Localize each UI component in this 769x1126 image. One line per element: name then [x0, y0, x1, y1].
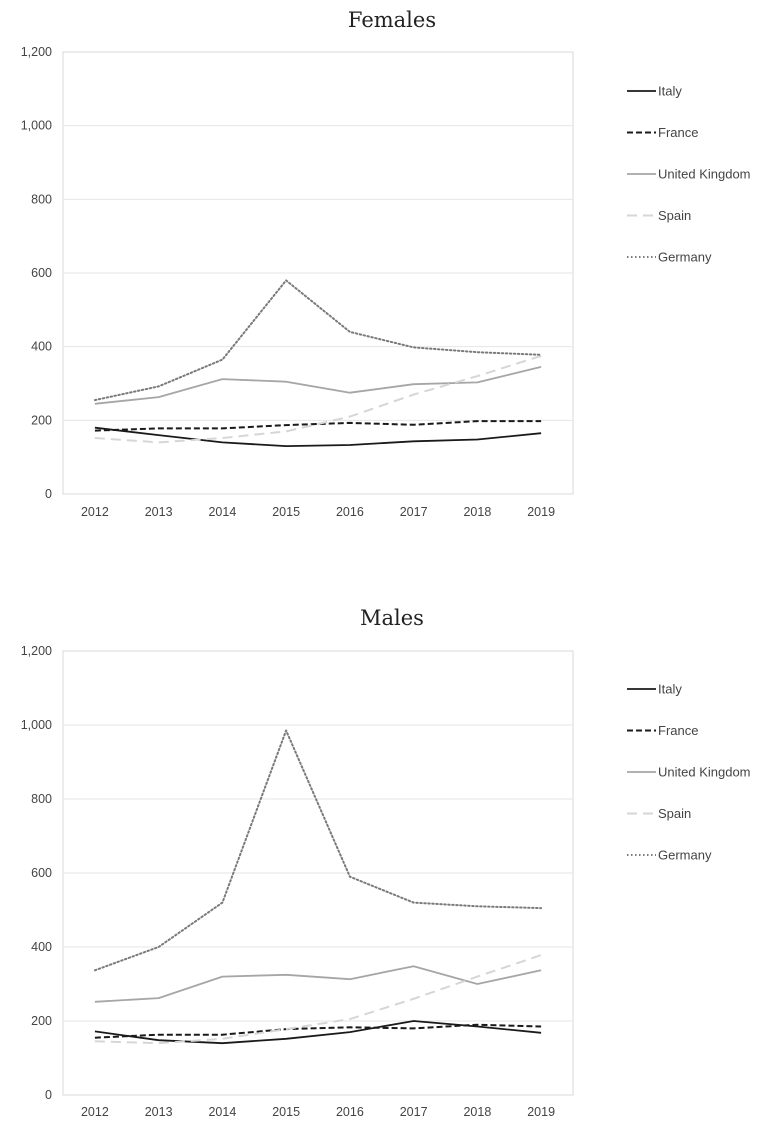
- legend-label: Germany: [658, 250, 712, 265]
- x-tick-label: 2013: [145, 1105, 173, 1119]
- x-tick-label: 2014: [208, 1105, 236, 1119]
- legend-label: France: [658, 125, 698, 140]
- chart-title-females: Females: [348, 8, 436, 32]
- series-line-spain: [94, 954, 542, 1045]
- series-line-united-kingdom: [94, 366, 542, 405]
- y-tick-label: 400: [31, 340, 52, 354]
- series-line-italy: [94, 426, 542, 448]
- series-line-france: [94, 1023, 542, 1039]
- x-tick-label: 2017: [400, 505, 428, 519]
- females-chart: Females 0 200 400 600 800 1,000 1,200 2012 2013 2…: [21, 8, 751, 519]
- x-tick-label: 2016: [336, 1105, 364, 1119]
- series-line-germany: [93, 279, 543, 402]
- y-tick-label: 1,200: [21, 45, 52, 59]
- males-chart: Males 0 200 400 600 800 1,000 1,200 2012 2013 201…: [21, 606, 751, 1119]
- legend-label: Italy: [658, 682, 682, 697]
- x-tick-label: 2015: [272, 1105, 300, 1119]
- legend-label: Spain: [658, 208, 691, 223]
- y-tick-label: 800: [31, 192, 52, 206]
- chart-title-males: Males: [360, 606, 424, 630]
- x-tick-label: 2014: [208, 505, 236, 519]
- x-tick-label: 2018: [463, 1105, 491, 1119]
- x-tick-label: 2015: [272, 505, 300, 519]
- legend-label: Spain: [658, 806, 691, 821]
- x-tick-label: 2019: [527, 1105, 555, 1119]
- y-tick-label: 800: [31, 792, 52, 806]
- y-tick-label: 600: [31, 866, 52, 880]
- x-tick-label: 2019: [527, 505, 555, 519]
- series-line-united-kingdom: [94, 965, 542, 1003]
- legend-label: Germany: [658, 848, 712, 863]
- y-tick-label: 0: [45, 1088, 52, 1102]
- legend-label: United Kingdom: [658, 167, 751, 182]
- series-line-france: [94, 420, 542, 432]
- legend-label: United Kingdom: [658, 765, 751, 780]
- legend-label: Italy: [658, 84, 682, 99]
- x-tick-label: 2012: [81, 505, 109, 519]
- y-tick-label: 600: [31, 266, 52, 280]
- legend-label: France: [658, 723, 698, 738]
- series-line-germany: [93, 729, 543, 972]
- y-tick-label: 200: [31, 1014, 52, 1028]
- x-tick-label: 2013: [145, 505, 173, 519]
- y-tick-label: 1,200: [21, 644, 52, 658]
- y-tick-label: 400: [31, 940, 52, 954]
- x-tick-label: 2017: [400, 1105, 428, 1119]
- y-tick-label: 0: [45, 487, 52, 501]
- x-tick-label: 2012: [81, 1105, 109, 1119]
- series-line-spain: [94, 354, 542, 444]
- x-tick-label: 2016: [336, 505, 364, 519]
- x-tick-label: 2018: [463, 505, 491, 519]
- y-tick-label: 1,000: [21, 119, 52, 133]
- y-tick-label: 1,000: [21, 718, 52, 732]
- y-tick-label: 200: [31, 413, 52, 427]
